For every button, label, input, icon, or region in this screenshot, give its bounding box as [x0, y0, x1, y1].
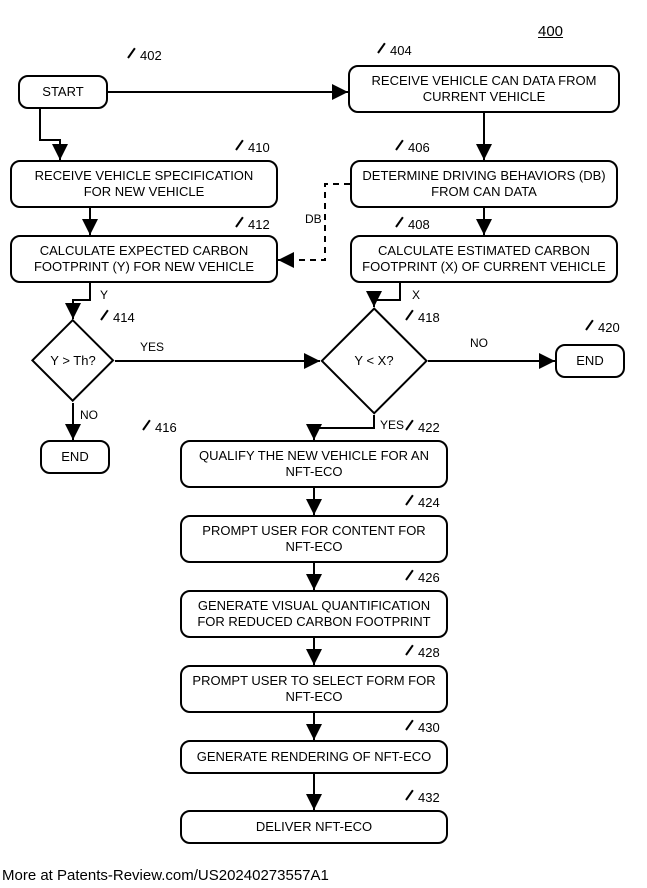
- node-406: DETERMINE DRIVING BEHAVIORS (DB) FROM CA…: [350, 160, 618, 208]
- node-404: RECEIVE VEHICLE CAN DATA FROM CURRENT VE…: [348, 65, 620, 113]
- ref-428: 428: [418, 645, 440, 660]
- ref-422: 422: [418, 420, 440, 435]
- node-end-416: END: [40, 440, 110, 474]
- ref-432: 432: [418, 790, 440, 805]
- node-start: START: [18, 75, 108, 109]
- node-428: PROMPT USER TO SELECT FORM FOR NFT-ECO: [180, 665, 448, 713]
- footer-text: More at Patents-Review.com/US20240273557…: [2, 867, 329, 884]
- edge-label-DB: DB: [305, 212, 322, 226]
- ref-418: 418: [418, 310, 440, 325]
- figure-number: 400: [538, 23, 563, 40]
- ref-410: 410: [248, 140, 270, 155]
- ref-414: 414: [113, 310, 135, 325]
- node-end-420: END: [555, 344, 625, 378]
- ref-412: 412: [248, 217, 270, 232]
- edge-label-yes1: YES: [140, 340, 164, 354]
- ref-406: 406: [408, 140, 430, 155]
- node-430: GENERATE RENDERING OF NFT-ECO: [180, 740, 448, 774]
- flowchart-canvas: 400 START RECEIVE VEHICLE CAN DATA FROM …: [0, 0, 647, 888]
- edge-label-no1: NO: [80, 408, 98, 422]
- edge-label-Y: Y: [100, 288, 108, 302]
- edge-label-no2: NO: [470, 336, 488, 350]
- node-422: QUALIFY THE NEW VEHICLE FOR AN NFT-ECO: [180, 440, 448, 488]
- node-410: RECEIVE VEHICLE SPECIFICATION FOR NEW VE…: [10, 160, 278, 208]
- ref-426: 426: [418, 570, 440, 585]
- decision-418: [320, 307, 428, 415]
- node-426: GENERATE VISUAL QUANTIFICATION FOR REDUC…: [180, 590, 448, 638]
- ref-430: 430: [418, 720, 440, 735]
- node-412: CALCULATE EXPECTED CARBON FOOTPRINT (Y) …: [10, 235, 278, 283]
- edge-label-yes2: YES: [380, 418, 404, 432]
- decision-414: [31, 319, 115, 403]
- ref-404: 404: [390, 43, 412, 58]
- node-408: CALCULATE ESTIMATED CARBON FOOTPRINT (X)…: [350, 235, 618, 283]
- ref-408: 408: [408, 217, 430, 232]
- ref-416: 416: [155, 420, 177, 435]
- ref-424: 424: [418, 495, 440, 510]
- ref-420: 420: [598, 320, 620, 335]
- node-424: PROMPT USER FOR CONTENT FOR NFT-ECO: [180, 515, 448, 563]
- ref-402: 402: [140, 48, 162, 63]
- edge-label-X: X: [412, 288, 420, 302]
- node-432: DELIVER NFT-ECO: [180, 810, 448, 844]
